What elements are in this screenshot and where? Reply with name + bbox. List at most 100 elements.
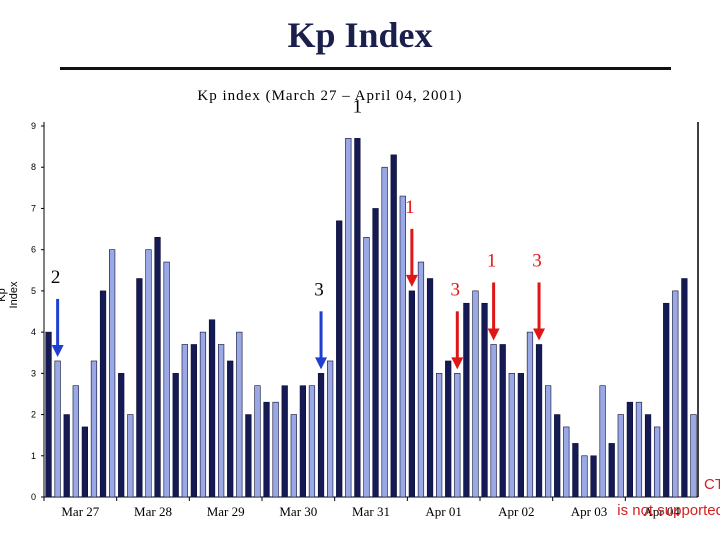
kp-bar — [545, 385, 552, 498]
kp-bar — [154, 237, 161, 498]
kp-bar — [399, 195, 406, 498]
annotation-arrow-head — [487, 328, 500, 341]
kp-bar — [499, 344, 506, 498]
kp-bar — [281, 385, 288, 498]
y-tick-label: 4 — [31, 327, 36, 337]
kp-bar — [372, 208, 379, 498]
kp-bar — [218, 344, 225, 498]
kp-bar — [145, 249, 152, 498]
annotation-label: 1 — [405, 197, 415, 218]
y-tick-label: 5 — [31, 286, 36, 296]
kp-bar — [572, 443, 579, 498]
x-day-label: Apr 04 — [643, 504, 680, 519]
kp-bar — [436, 373, 443, 498]
chart-title: Kp index (March 27 – April 04, 2001) — [197, 88, 463, 104]
kp-bar — [245, 414, 252, 498]
kp-bar — [181, 344, 188, 498]
kp-bar — [472, 290, 479, 498]
x-day-label: Apr 02 — [498, 504, 534, 519]
kp-bar — [327, 360, 334, 498]
kp-bar — [381, 166, 388, 498]
annotation-arrow-head — [451, 357, 464, 370]
kp-bar — [354, 138, 361, 498]
annotation-arrow-head — [405, 274, 418, 287]
kp-bar — [99, 290, 107, 498]
kp-bar — [626, 401, 633, 498]
y-tick-label: 8 — [31, 162, 36, 172]
kp-bar — [463, 302, 470, 498]
kp-bar — [663, 302, 670, 498]
y-tick-label: 6 — [31, 245, 36, 255]
x-day-label: Mar 31 — [352, 504, 390, 519]
y-tick-label: 3 — [31, 368, 36, 378]
kp-bar — [508, 373, 515, 498]
annotation-label: 3 — [451, 279, 461, 300]
kp-bar — [490, 344, 497, 498]
corner-note: CT t is not supported — [604, 476, 720, 519]
annotation-arrow-head — [51, 344, 64, 357]
kp-bar — [554, 414, 561, 498]
kp-bar — [199, 331, 207, 498]
kp-bar — [236, 331, 243, 498]
corner-note-line: is not supported — [617, 502, 720, 519]
kp-bar — [672, 290, 679, 498]
annotation-arrow-head — [315, 357, 328, 370]
annotation-label: 1 — [487, 250, 497, 271]
bar-series — [45, 138, 697, 498]
kp-bar — [172, 373, 179, 498]
kp-bar — [454, 373, 461, 498]
y-tick-label: 7 — [31, 203, 36, 213]
kp-bar — [481, 302, 488, 498]
slide-title: Kp Index — [287, 15, 433, 55]
kp-bar — [54, 360, 61, 498]
annotation-arrow-head — [533, 328, 546, 341]
annotation-label: 1 — [353, 96, 363, 117]
kp-bar — [426, 278, 434, 498]
kp-bar — [517, 373, 524, 498]
kp-bar — [263, 401, 270, 498]
y-tick-label: 9 — [31, 121, 36, 131]
kp-bar — [654, 426, 661, 498]
annotation-label: 3 — [314, 279, 324, 300]
title-divider — [60, 67, 671, 70]
kp-bar — [109, 249, 116, 498]
kp-bar — [417, 261, 425, 498]
kp-bar — [290, 414, 297, 498]
kp-bar — [590, 455, 597, 498]
kp-bar — [317, 373, 325, 498]
kp-bar — [644, 414, 652, 498]
kp-bar — [563, 426, 570, 498]
kp-bar — [526, 331, 534, 498]
kp-bar — [299, 385, 306, 498]
kp-bar — [63, 414, 70, 498]
kp-bar — [581, 455, 588, 498]
kp-bar — [599, 385, 606, 498]
corner-note-line: CT — [704, 476, 720, 493]
x-day-label: Mar 28 — [134, 504, 172, 519]
y-tick-label: 0 — [31, 492, 36, 502]
kp-bar — [127, 414, 134, 498]
kp-bar — [617, 414, 624, 498]
kp-bar — [363, 237, 370, 498]
kp-bar — [45, 331, 52, 498]
kp-bar — [535, 344, 543, 498]
kp-bar — [390, 154, 397, 498]
x-day-label: Mar 27 — [61, 504, 99, 519]
kp-bar — [608, 443, 615, 498]
kp-bar — [118, 373, 125, 498]
kp-bar — [163, 261, 170, 498]
y-tick-labels: 0 1 2 3 4 5 6 7 8 9 — [31, 121, 44, 502]
y-tick-label: 1 — [31, 451, 36, 461]
x-day-label: Mar 29 — [207, 504, 245, 519]
x-day-label: Apr 01 — [425, 504, 461, 519]
annotation-label: 3 — [532, 250, 542, 271]
plot-frame — [43, 122, 699, 498]
kp-bar — [336, 220, 343, 498]
x-day-label: Mar 30 — [279, 504, 317, 519]
y-tick-label: 2 — [31, 410, 36, 420]
kp-bar — [136, 278, 143, 498]
kp-bar — [445, 360, 452, 498]
kp-bar — [345, 138, 352, 498]
kp-bar — [690, 414, 697, 498]
kp-bar — [272, 401, 279, 498]
